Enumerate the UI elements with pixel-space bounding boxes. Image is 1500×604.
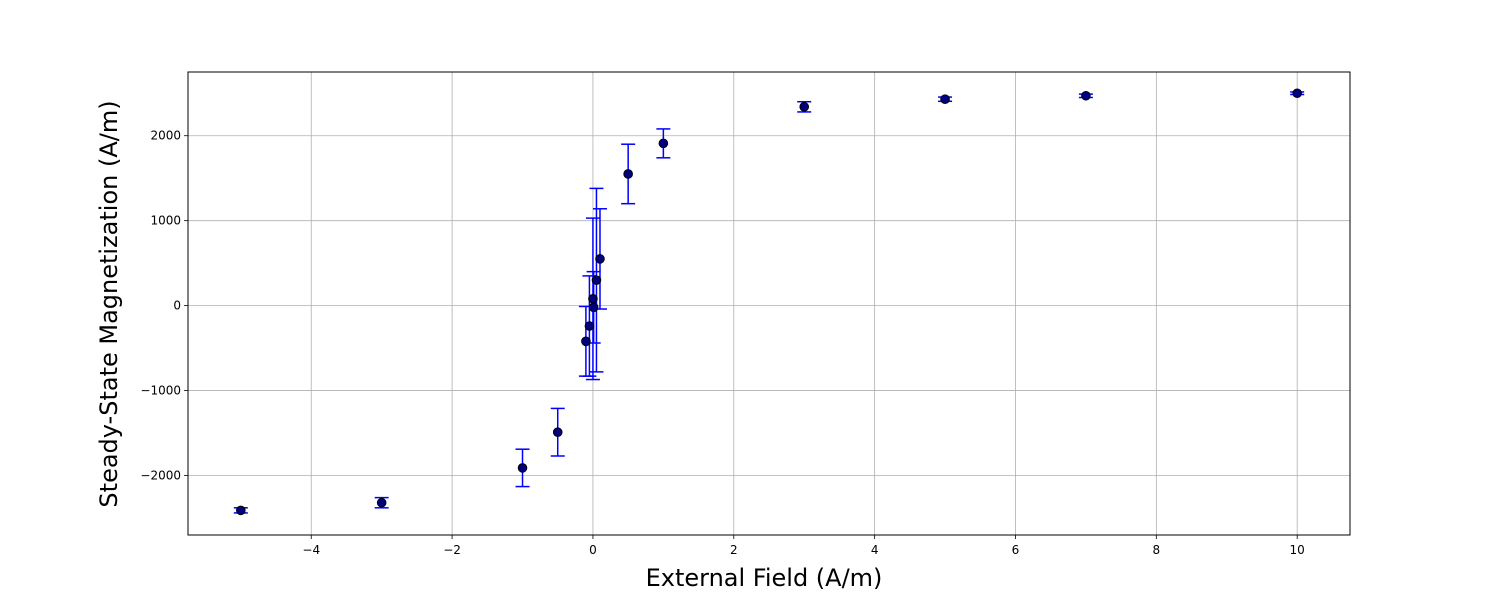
x-tick-label: −2 xyxy=(443,543,461,557)
x-tick-label: 6 xyxy=(1012,543,1020,557)
y-axis-ticks: −2000 −1000 0 1000 2000 xyxy=(140,129,188,483)
x-tick-label: −4 xyxy=(302,543,320,557)
data-point xyxy=(940,94,950,104)
data-point xyxy=(623,169,633,179)
data-points xyxy=(236,88,1302,516)
data-point xyxy=(1292,88,1302,99)
x-tick-label: 10 xyxy=(1290,543,1305,557)
y-tick-label: 2000 xyxy=(150,129,181,143)
y-axis-title: Steady-State Magnetization (A/m) xyxy=(95,100,123,507)
x-tick-label: 0 xyxy=(589,543,597,557)
data-point xyxy=(517,463,528,473)
data-point xyxy=(799,102,810,112)
plot-frame xyxy=(187,71,1351,536)
data-point xyxy=(236,505,246,516)
data-point xyxy=(595,254,605,264)
data-point xyxy=(591,275,602,285)
y-tick-label: 1000 xyxy=(150,214,181,228)
data-point xyxy=(588,302,599,313)
data-point xyxy=(581,336,591,347)
y-tick-label: 0 xyxy=(173,299,181,313)
x-axis-title: External Field (A/m) xyxy=(646,564,883,592)
y-tick-label: −2000 xyxy=(140,469,181,483)
data-point xyxy=(658,138,669,149)
x-tick-label: 2 xyxy=(730,543,738,557)
x-axis-ticks: −4 −2 0 2 4 6 8 10 xyxy=(302,535,1305,557)
y-tick-label: −1000 xyxy=(140,384,181,398)
grid xyxy=(188,72,1350,535)
x-tick-label: 4 xyxy=(871,543,879,557)
data-point xyxy=(584,321,595,331)
data-point xyxy=(376,497,387,508)
errorbars xyxy=(233,91,1305,514)
data-point xyxy=(588,294,598,304)
x-tick-label: 8 xyxy=(1153,543,1161,557)
data-point xyxy=(552,427,563,438)
data-point xyxy=(1081,90,1091,101)
